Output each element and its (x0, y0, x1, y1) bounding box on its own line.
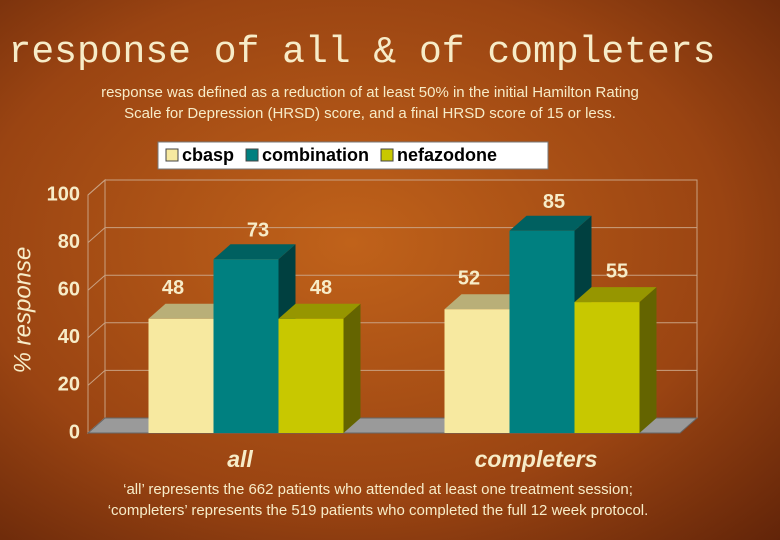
bar (444, 309, 510, 433)
grid-line (87, 274, 697, 291)
chart-title: response of all & of completers (9, 31, 716, 74)
bar (148, 318, 214, 433)
y-axis-label: % response (9, 247, 36, 374)
footnote: ‘all’ represents the 662 patients who at… (123, 481, 633, 498)
footnote: ‘completers’ represents the 519 patients… (108, 502, 649, 519)
grid-line (87, 179, 697, 196)
legend-box (157, 141, 549, 170)
bar (574, 302, 640, 433)
y-tick-label: 60 (58, 278, 80, 300)
bar-top (213, 244, 296, 260)
legend-label: cbasp (182, 145, 234, 165)
legend-swatch (245, 148, 259, 162)
data-label: 52 (458, 268, 480, 290)
y-tick-label: 100 (47, 183, 80, 205)
bar-side (343, 303, 361, 433)
x-tick-label: all (227, 446, 253, 472)
data-label: 55 (606, 260, 628, 282)
legend-label: combination (262, 145, 369, 165)
bar-top (148, 303, 231, 319)
data-label: 73 (247, 220, 269, 242)
y-tick-label: 40 (58, 326, 80, 348)
bar-top (509, 215, 592, 231)
data-label: 48 (310, 277, 332, 299)
data-label: 48 (162, 277, 184, 299)
bar (509, 230, 575, 433)
data-label: 85 (543, 191, 565, 213)
y-tick-label: 0 (69, 421, 80, 443)
bar (278, 318, 344, 433)
bar-top (574, 287, 657, 303)
bar (213, 259, 279, 433)
bar-side (639, 287, 657, 433)
x-tick-label: completers (475, 446, 598, 472)
legend-label: nefazodone (397, 145, 497, 165)
y-tick-label: 20 (58, 374, 80, 396)
y-tick-label: 80 (58, 231, 80, 253)
bar-top (444, 294, 527, 310)
bar-top (278, 303, 361, 319)
subtitle: response was defined as a reduction of a… (101, 84, 639, 101)
subtitle: Scale for Depression (HRSD) score, and a… (124, 105, 616, 122)
grid-line (87, 227, 697, 243)
legend-swatch (380, 148, 394, 162)
legend-swatch (165, 148, 179, 162)
